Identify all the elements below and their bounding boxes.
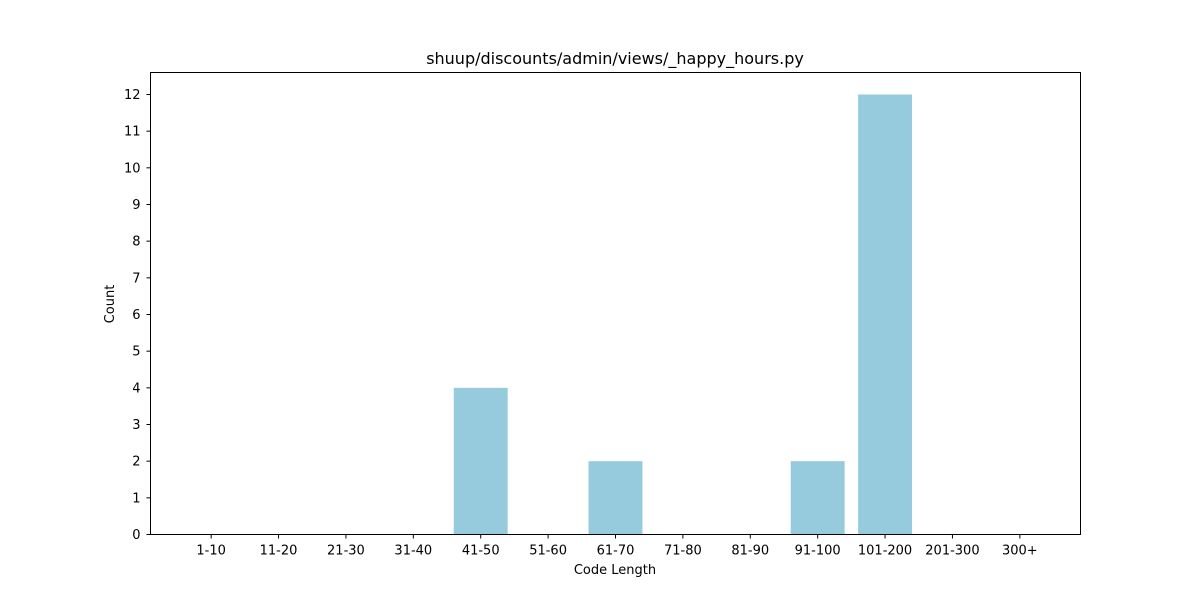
y-tick-label: 12 — [124, 88, 141, 103]
y-tick-label: 2 — [132, 455, 140, 470]
y-tick-label: 3 — [132, 418, 140, 433]
x-axis-label: Code Length — [574, 563, 656, 578]
x-tick-label: 61-70 — [597, 544, 635, 559]
x-tick-label: 51-60 — [529, 544, 567, 559]
x-tick-label: 21-30 — [327, 544, 365, 559]
x-tick-label: 31-40 — [394, 544, 432, 559]
y-axis-label: Count — [103, 285, 118, 324]
y-tick-label: 4 — [132, 381, 140, 396]
x-tick-label: 300+ — [1002, 544, 1038, 559]
y-tick-label: 7 — [132, 271, 140, 286]
y-tick-label: 11 — [124, 125, 141, 140]
bars-group — [453, 94, 913, 535]
x-tick-label: 81-90 — [731, 544, 769, 559]
x-tick-label: 71-80 — [664, 544, 702, 559]
bar-41-50 — [453, 387, 508, 535]
bar-61-70 — [588, 461, 643, 535]
x-axis: 1-10 11-20 21-30 31-40 41-50 51-60 61-70 71-80 8… — [196, 534, 1038, 559]
y-tick-label: 6 — [132, 308, 140, 323]
x-tick-label: 11-20 — [260, 544, 298, 559]
chart-title: shuup/discounts/admin/views/_happy_hours… — [426, 49, 804, 69]
x-tick-label: 101-200 — [858, 544, 912, 559]
bar-91-100 — [790, 461, 845, 535]
bar-101-200 — [858, 94, 913, 535]
y-tick-label: 8 — [132, 235, 140, 250]
plot-frame — [150, 72, 1081, 535]
y-tick-label: 0 — [132, 528, 140, 543]
x-tick-label: 91-100 — [795, 544, 841, 559]
y-tick-label: 9 — [132, 198, 140, 213]
y-tick-label: 1 — [132, 491, 140, 506]
y-tick-label: 10 — [124, 161, 141, 176]
x-tick-label: 1-10 — [196, 544, 226, 559]
y-tick-label: 5 — [132, 345, 140, 360]
x-tick-label: 201-300 — [925, 544, 979, 559]
x-tick-label: 41-50 — [462, 544, 500, 559]
